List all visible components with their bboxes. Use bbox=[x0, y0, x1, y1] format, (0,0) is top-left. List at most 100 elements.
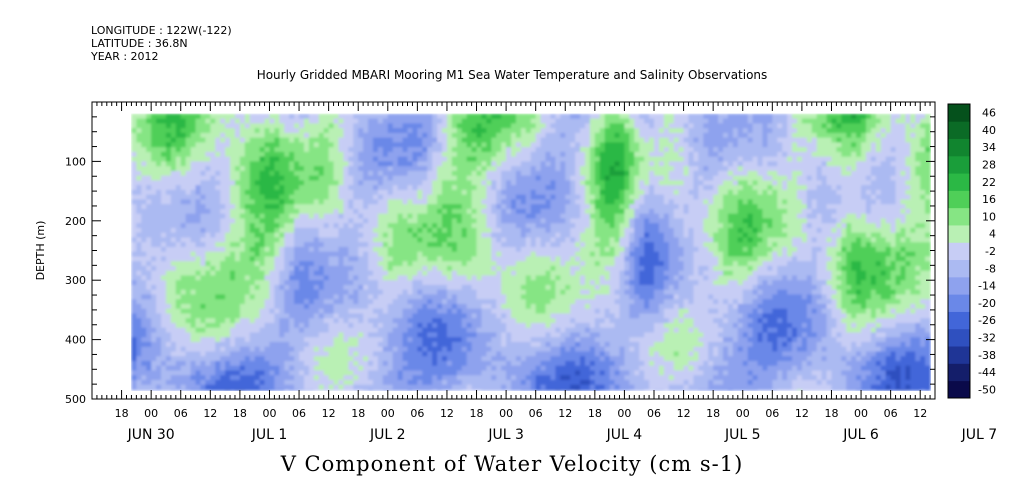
field-cell bbox=[461, 389, 468, 391]
field-cell bbox=[175, 337, 182, 343]
field-cell bbox=[486, 289, 492, 296]
field-cell bbox=[156, 180, 162, 186]
field-cell bbox=[234, 118, 241, 124]
field-cell bbox=[476, 261, 483, 267]
field-cell bbox=[368, 137, 374, 143]
field-cell bbox=[318, 332, 325, 338]
field-cell bbox=[481, 289, 487, 296]
field-cell bbox=[136, 289, 142, 296]
field-cell bbox=[190, 299, 197, 305]
field-cell bbox=[476, 284, 483, 291]
field-cell bbox=[313, 303, 320, 310]
field-cell bbox=[451, 284, 458, 291]
field-cell bbox=[161, 199, 167, 205]
field-cell bbox=[387, 213, 394, 220]
field-cell bbox=[446, 327, 453, 334]
field-cell bbox=[387, 204, 394, 210]
field-cell bbox=[387, 308, 394, 315]
field-cell bbox=[407, 284, 414, 291]
field-cell bbox=[442, 251, 448, 258]
field-cell bbox=[353, 132, 359, 139]
field-cell bbox=[190, 218, 197, 224]
field-cell bbox=[530, 128, 537, 134]
field-cell bbox=[294, 318, 300, 324]
field-cell bbox=[437, 242, 443, 248]
field-cell bbox=[151, 346, 157, 353]
field-cell bbox=[407, 118, 414, 124]
field-cell bbox=[165, 242, 172, 248]
field-cell bbox=[402, 204, 409, 210]
field-cell bbox=[303, 313, 310, 319]
field-cell bbox=[175, 379, 182, 386]
field-cell bbox=[215, 123, 221, 129]
field-cell bbox=[496, 175, 502, 182]
field-cell bbox=[545, 189, 552, 196]
field-cell bbox=[545, 194, 552, 201]
field-cell bbox=[269, 356, 275, 362]
field-cell bbox=[225, 185, 231, 191]
field-cell bbox=[180, 137, 187, 143]
field-cell bbox=[141, 237, 147, 243]
field-cell bbox=[205, 356, 211, 362]
field-cell bbox=[506, 251, 512, 258]
field-cell bbox=[363, 213, 369, 220]
field-cell bbox=[239, 375, 246, 381]
field-cell bbox=[185, 170, 192, 177]
field-cell bbox=[308, 351, 315, 357]
field-cell bbox=[205, 346, 211, 353]
field-cell bbox=[225, 204, 231, 210]
field-cell bbox=[451, 313, 458, 319]
field-cell bbox=[239, 370, 246, 376]
field-cell bbox=[220, 299, 226, 305]
field-cell bbox=[412, 351, 418, 357]
field-cell bbox=[525, 308, 532, 315]
field-cell bbox=[456, 318, 463, 324]
field-cell bbox=[170, 365, 177, 372]
field-cell bbox=[165, 156, 172, 162]
field-cell bbox=[230, 199, 236, 205]
field-cell bbox=[407, 132, 414, 139]
field-cell bbox=[333, 227, 340, 234]
field-cell bbox=[215, 375, 221, 381]
field-cell bbox=[338, 199, 345, 205]
field-cell bbox=[397, 223, 404, 229]
field-cell bbox=[308, 375, 315, 381]
field-cell bbox=[195, 170, 202, 177]
field-cell bbox=[466, 180, 473, 186]
field-cell bbox=[363, 223, 369, 229]
field-cell bbox=[210, 151, 216, 158]
field-cell bbox=[501, 337, 507, 343]
field-cell bbox=[225, 180, 231, 186]
field-cell bbox=[269, 237, 275, 243]
field-cell bbox=[294, 161, 300, 167]
field-cell bbox=[303, 123, 310, 129]
field-cell bbox=[244, 389, 251, 391]
field-cell bbox=[525, 170, 532, 177]
field-cell bbox=[530, 232, 537, 239]
field-cell bbox=[249, 227, 256, 234]
field-cell bbox=[451, 270, 458, 277]
field-cell bbox=[338, 227, 345, 234]
field-cell bbox=[353, 313, 359, 319]
field-cell bbox=[427, 204, 433, 210]
field-cell bbox=[303, 227, 310, 234]
field-cell bbox=[190, 237, 197, 243]
field-cell bbox=[377, 213, 384, 220]
field-cell bbox=[446, 223, 453, 229]
field-cell bbox=[225, 327, 231, 334]
field-cell bbox=[239, 237, 246, 243]
field-cell bbox=[382, 180, 389, 186]
field-cell bbox=[368, 351, 374, 357]
field-cell bbox=[412, 370, 418, 376]
field-cell bbox=[422, 280, 428, 286]
field-cell bbox=[358, 170, 364, 177]
field-cell bbox=[333, 322, 340, 329]
field-cell bbox=[294, 199, 300, 205]
field-cell bbox=[230, 384, 236, 391]
field-cell bbox=[180, 113, 187, 120]
field-cell bbox=[540, 289, 547, 296]
field-cell bbox=[373, 189, 379, 196]
field-cell bbox=[466, 280, 473, 286]
field-cell bbox=[161, 389, 167, 391]
